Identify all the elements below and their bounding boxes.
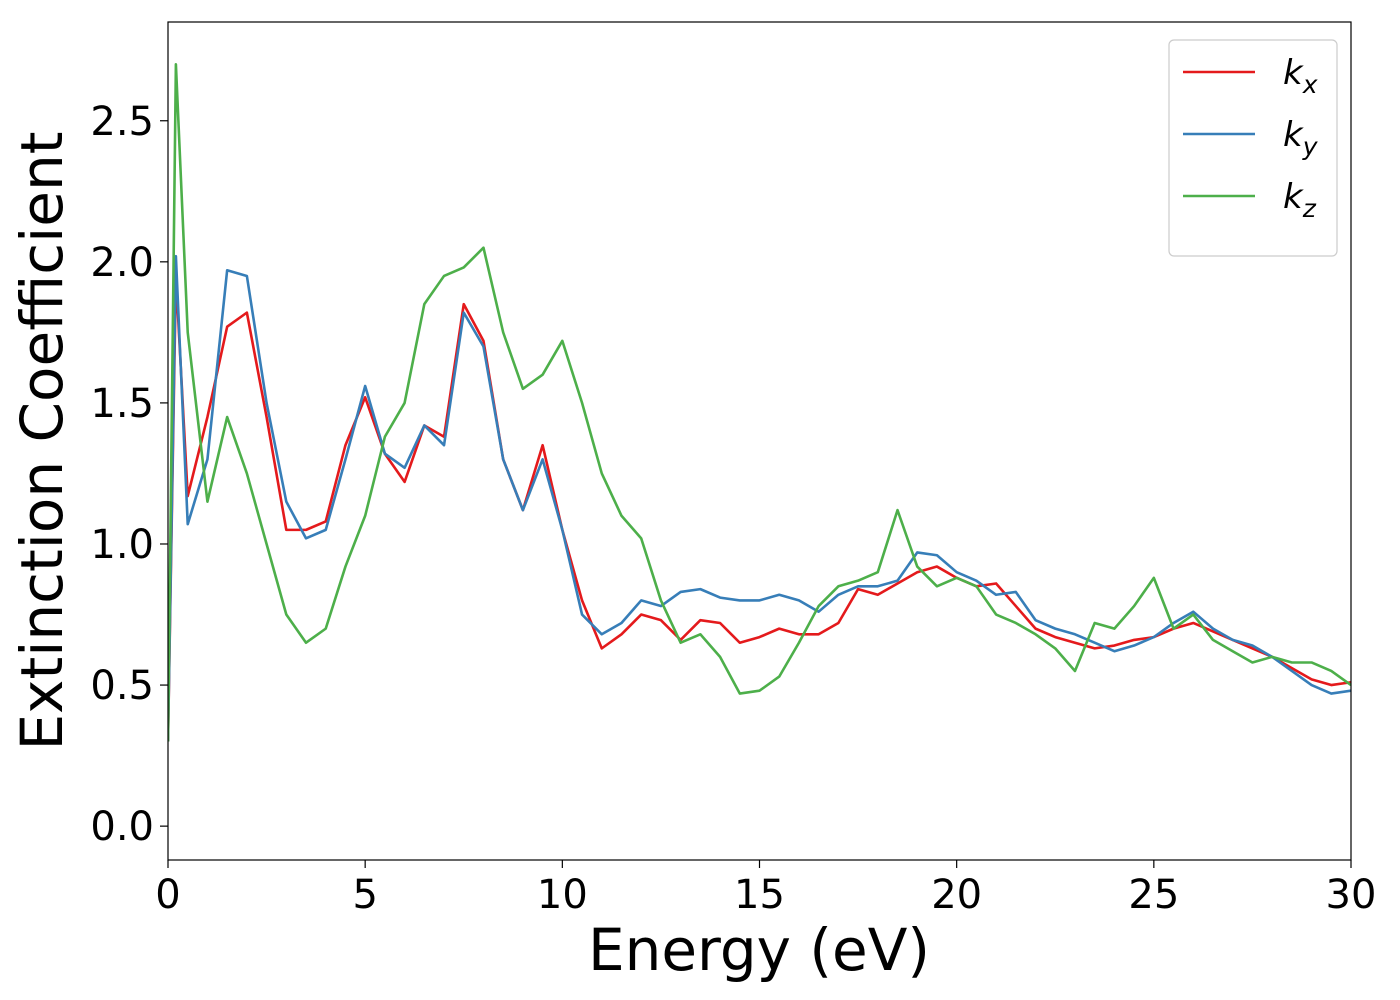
x-tick-label: 25	[1128, 872, 1179, 918]
y-tick-label: 1.0	[90, 522, 154, 568]
x-tick-label: 10	[537, 872, 588, 918]
series-line	[168, 63, 1351, 742]
series-line	[168, 274, 1351, 742]
x-tick-label: 5	[352, 872, 377, 918]
legend-label: ky	[1283, 115, 1319, 161]
y-tick-label: 0.0	[90, 804, 154, 850]
series-line	[168, 254, 1351, 742]
legend-label: kx	[1283, 53, 1318, 99]
y-tick-label: 2.5	[90, 99, 154, 145]
y-axis-label: Extinction Coefficient	[8, 132, 76, 751]
axes-frame	[167, 21, 1352, 861]
x-tick-label: 20	[931, 872, 982, 918]
y-tick-label: 2.0	[90, 240, 154, 286]
legend-label: kz	[1283, 177, 1317, 223]
x-tick-label: 0	[155, 872, 180, 918]
x-axis-label: Energy (eV)	[588, 916, 930, 984]
y-tick-label: 0.5	[90, 663, 154, 709]
y-tick-label: 1.5	[90, 381, 154, 427]
plot-area	[168, 63, 1351, 742]
legend-box	[1168, 39, 1338, 257]
x-tick-label: 15	[734, 872, 785, 918]
x-tick-label: 30	[1326, 872, 1377, 918]
